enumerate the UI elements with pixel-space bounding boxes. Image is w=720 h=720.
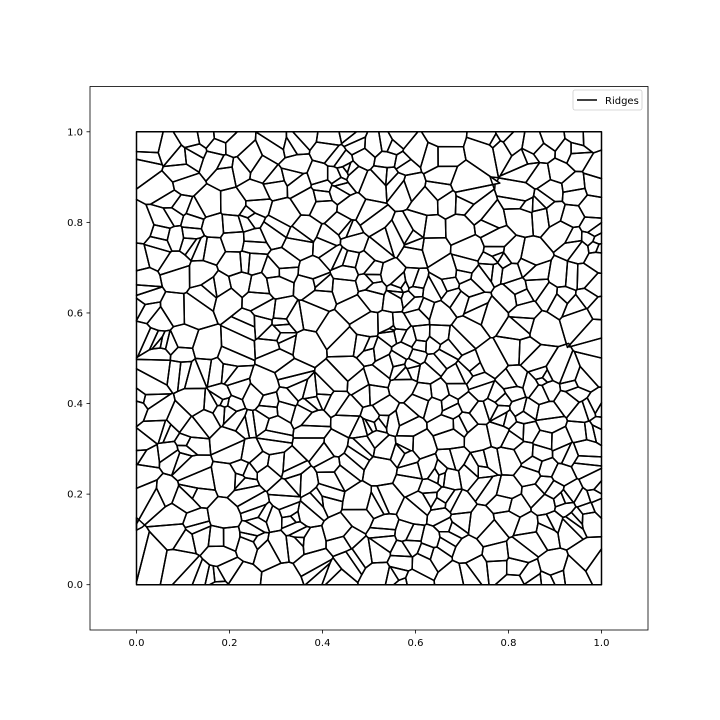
legend: Ridges	[573, 90, 642, 110]
x-tick-label: 0.0	[129, 638, 145, 649]
x-tick-label: 0.6	[408, 638, 424, 649]
x-tick-label: 0.2	[222, 638, 238, 649]
y-tick-label: 1.0	[67, 127, 83, 138]
y-tick-label: 0.0	[67, 580, 83, 591]
y-tick-label: 0.4	[67, 399, 83, 410]
y-tick-label: 0.8	[67, 218, 83, 229]
x-tick-label: 1.0	[594, 638, 610, 649]
x-tick-label: 0.4	[315, 638, 331, 649]
legend-label-ridges: Ridges	[605, 96, 639, 107]
y-tick-label: 0.2	[67, 490, 83, 501]
x-tick-label: 0.8	[501, 638, 517, 649]
y-tick-label: 0.6	[67, 308, 83, 319]
